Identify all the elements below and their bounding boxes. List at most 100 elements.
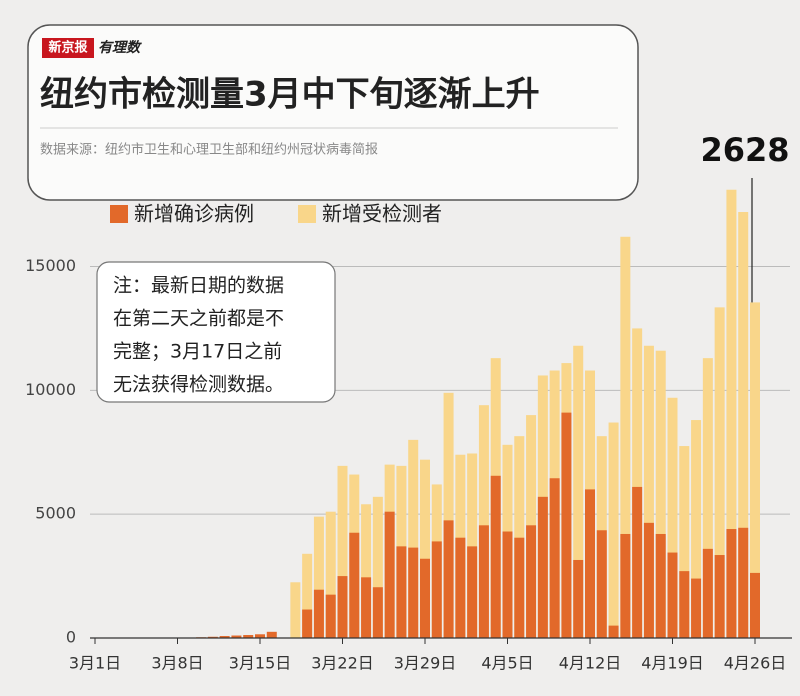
bar bbox=[750, 572, 760, 638]
y-tick-label: 0 bbox=[66, 628, 76, 647]
note-line: 完整；3月17日之前 bbox=[113, 341, 282, 363]
bar bbox=[443, 520, 454, 638]
bar bbox=[726, 529, 737, 638]
x-tick-label: 3月8日 bbox=[151, 654, 203, 673]
chart-title: 纽约市检测量3月中下旬逐渐上升 bbox=[40, 75, 540, 115]
bar bbox=[667, 552, 678, 638]
y-tick-label: 10000 bbox=[25, 380, 76, 399]
bar bbox=[655, 533, 666, 638]
bar bbox=[337, 576, 348, 638]
bar bbox=[643, 345, 654, 638]
bar bbox=[573, 345, 584, 638]
bar bbox=[702, 358, 713, 638]
x-tick-label: 3月29日 bbox=[394, 654, 457, 673]
legend-swatch bbox=[110, 205, 128, 223]
bar bbox=[643, 522, 654, 638]
bar bbox=[431, 541, 442, 638]
bar bbox=[608, 625, 619, 638]
bar bbox=[372, 587, 383, 638]
bar bbox=[207, 636, 218, 638]
bar bbox=[467, 453, 478, 638]
data-label: 2628 bbox=[700, 131, 789, 169]
note-line: 在第二天之前都是不 bbox=[113, 308, 284, 330]
bar bbox=[478, 405, 489, 638]
bar bbox=[384, 511, 395, 638]
brand-name: 新京报 bbox=[48, 40, 88, 56]
bar bbox=[313, 516, 324, 638]
bar bbox=[443, 392, 454, 638]
brand-logo bbox=[42, 38, 94, 58]
bar bbox=[372, 496, 383, 638]
x-tick-label: 4月5日 bbox=[481, 654, 533, 673]
legend-label: 新增受检测者 bbox=[322, 202, 442, 226]
x-tick-label: 3月1日 bbox=[69, 654, 121, 673]
x-tick-label: 3月22日 bbox=[311, 654, 374, 673]
bar bbox=[361, 577, 372, 638]
brand-column: 有理数 bbox=[98, 39, 142, 56]
bar bbox=[750, 302, 760, 638]
bar bbox=[420, 459, 430, 638]
bar bbox=[585, 489, 595, 638]
legend-swatch bbox=[298, 205, 316, 223]
bar bbox=[632, 328, 643, 638]
bar bbox=[313, 589, 324, 638]
bar bbox=[337, 465, 348, 638]
bar bbox=[455, 537, 466, 638]
bar bbox=[349, 532, 360, 638]
source: 数据来源：纽约市卫生和心理卫生部和纽约州冠状病毒简报 bbox=[40, 142, 378, 158]
bar bbox=[620, 533, 631, 638]
bar bbox=[679, 571, 690, 638]
bar bbox=[691, 578, 702, 638]
bar bbox=[691, 420, 702, 638]
bar bbox=[514, 537, 525, 638]
bar bbox=[396, 546, 407, 638]
x-tick-label: 4月26日 bbox=[724, 654, 787, 673]
bar bbox=[526, 525, 537, 638]
y-tick-label: 15000 bbox=[25, 256, 76, 275]
bar bbox=[243, 635, 254, 638]
bar bbox=[408, 547, 419, 638]
x-tick-label: 4月19日 bbox=[641, 654, 704, 673]
bar bbox=[561, 412, 572, 638]
bar bbox=[608, 422, 619, 638]
header-box bbox=[27, 24, 639, 201]
bar bbox=[514, 436, 525, 638]
y-tick-label: 5000 bbox=[35, 504, 76, 523]
bar bbox=[302, 553, 313, 638]
bar bbox=[290, 582, 301, 638]
legend-label: 新增确诊病例 bbox=[134, 202, 254, 226]
bar bbox=[667, 397, 678, 638]
note-box bbox=[96, 261, 336, 403]
bar bbox=[302, 609, 313, 638]
bar bbox=[620, 236, 631, 638]
bar bbox=[738, 212, 749, 638]
bar bbox=[255, 634, 265, 638]
bar bbox=[420, 558, 430, 638]
bar bbox=[632, 486, 643, 638]
bar bbox=[549, 478, 560, 638]
bar bbox=[596, 530, 607, 638]
bar bbox=[679, 446, 690, 638]
bar bbox=[467, 546, 478, 638]
x-tick-label: 3月15日 bbox=[229, 654, 292, 673]
bar bbox=[325, 511, 336, 638]
bar bbox=[573, 559, 584, 638]
bar bbox=[714, 555, 725, 638]
bar bbox=[325, 594, 336, 638]
x-tick-label: 4月12日 bbox=[559, 654, 622, 673]
bar bbox=[408, 439, 419, 638]
bar bbox=[726, 189, 737, 638]
bar bbox=[502, 531, 513, 638]
bar bbox=[702, 548, 713, 638]
bar bbox=[537, 496, 548, 638]
note-line: 无法获得检测数据。 bbox=[113, 374, 284, 396]
bar bbox=[738, 527, 749, 638]
bar bbox=[219, 636, 230, 638]
bar bbox=[361, 504, 372, 638]
bar bbox=[231, 635, 242, 638]
bar bbox=[655, 350, 666, 638]
bar bbox=[478, 525, 489, 638]
bar bbox=[490, 475, 501, 638]
